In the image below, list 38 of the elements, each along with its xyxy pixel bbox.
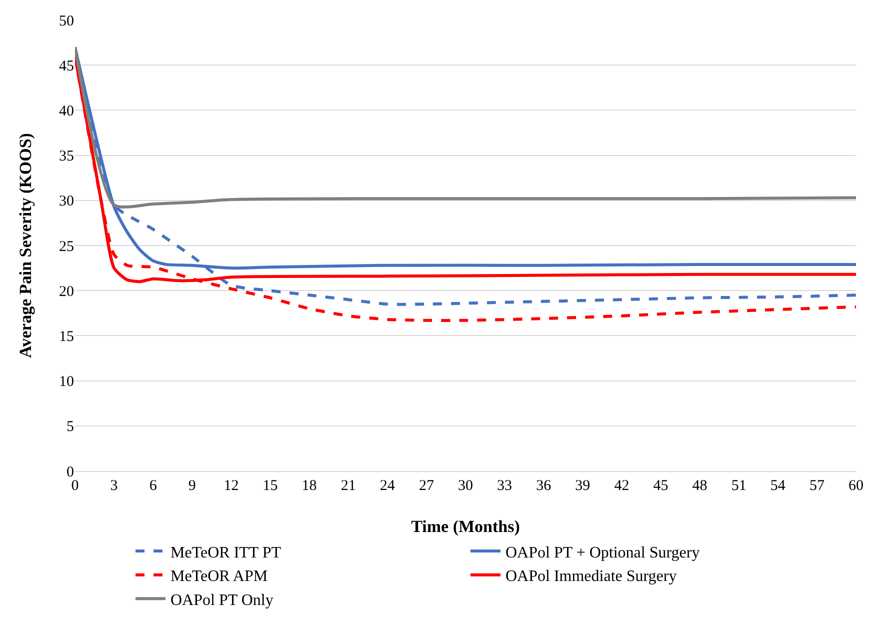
x-tick-label: 6 bbox=[149, 478, 158, 494]
y-tick-label: 40 bbox=[59, 103, 74, 120]
legend-label: OAPol PT Only bbox=[170, 592, 274, 609]
x-tick-label: 3 bbox=[110, 478, 118, 494]
y-tick-label: 35 bbox=[59, 148, 74, 165]
x-tick-label: 60 bbox=[848, 478, 864, 494]
x-tick-label: 30 bbox=[458, 478, 473, 494]
x-tick-label: 42 bbox=[614, 478, 630, 494]
y-tick-label: 25 bbox=[59, 238, 74, 255]
x-tick-label: 9 bbox=[188, 478, 196, 494]
y-tick-label: 0 bbox=[66, 464, 74, 480]
legend-label: MeTeOR APM bbox=[170, 568, 268, 586]
legend-label: OAPol PT + Optional Surgery bbox=[506, 544, 700, 562]
x-tick-label: 33 bbox=[497, 478, 512, 494]
x-tick-label: 27 bbox=[418, 478, 434, 494]
legend-label: OAPol Immediate Surgery bbox=[506, 568, 677, 586]
x-axis-title: Time (Months) bbox=[411, 517, 520, 536]
x-tick-label: 48 bbox=[692, 478, 708, 494]
x-tick-label: 15 bbox=[262, 478, 278, 494]
x-tick-label: 24 bbox=[380, 478, 396, 494]
y-axis-title: Average Pain Severity (KOOS) bbox=[16, 133, 35, 358]
x-tick-label: 54 bbox=[770, 478, 786, 494]
x-tick-label: 51 bbox=[731, 478, 746, 494]
y-tick-label: 45 bbox=[59, 58, 74, 74]
x-tick-label: 21 bbox=[340, 478, 356, 494]
y-tick-label: 15 bbox=[59, 328, 74, 345]
y-tick-label: 10 bbox=[59, 374, 74, 390]
y-tick-label: 5 bbox=[66, 419, 74, 436]
y-tick-label: 20 bbox=[59, 284, 74, 300]
x-tick-label: 18 bbox=[302, 478, 317, 494]
y-tick-label: 30 bbox=[59, 194, 74, 210]
x-tick-label: 12 bbox=[224, 478, 239, 494]
y-tick-label: 50 bbox=[59, 13, 74, 30]
legend-label: MeTeOR ITT PT bbox=[170, 544, 282, 562]
x-tick-label: 39 bbox=[575, 478, 590, 494]
x-tick-label: 57 bbox=[809, 478, 825, 494]
x-tick-label: 36 bbox=[536, 478, 552, 494]
x-tick-label: 45 bbox=[653, 478, 668, 494]
